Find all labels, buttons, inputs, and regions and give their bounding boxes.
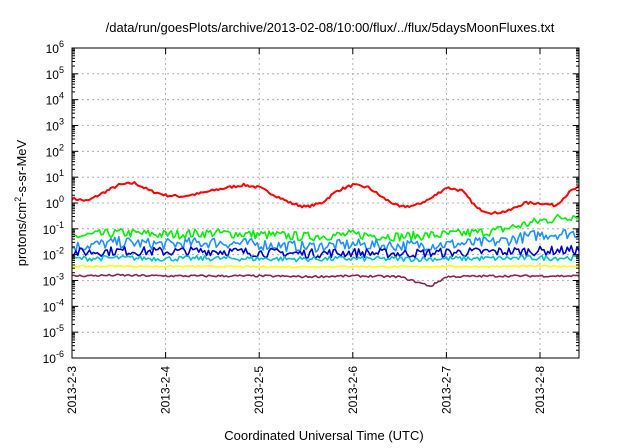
series-line — [71, 254, 580, 263]
y-tick-base: 10 — [46, 68, 60, 82]
y-tick-exponent: 0 — [59, 194, 64, 204]
y-tick-label: 106 — [46, 39, 64, 56]
y-tick-label: 10-4 — [43, 297, 64, 314]
y-tick-base: 10 — [46, 42, 60, 56]
y-tick-exponent: 3 — [59, 117, 64, 127]
y-tick-exponent: -2 — [56, 246, 64, 256]
y-tick-base: 10 — [46, 145, 60, 159]
y-axis: 10-610-510-410-310-210-11001011021031041… — [43, 39, 579, 366]
y-tick-exponent: 5 — [59, 65, 64, 75]
y-tick-exponent: 1 — [59, 168, 64, 178]
y-tick-exponent: 6 — [59, 39, 64, 49]
x-tick-label: 2013-2-7 — [439, 366, 453, 414]
y-axis-label-part: protons/cm — [14, 202, 29, 266]
y-tick-exponent: -5 — [56, 323, 64, 333]
chart-title: /data/run/goesPlots/archive/2013-02-08/1… — [106, 20, 555, 35]
y-tick-base: 10 — [46, 94, 60, 108]
y-tick-base: 10 — [43, 223, 57, 237]
y-tick-label: 103 — [46, 117, 64, 134]
y-tick-base: 10 — [46, 197, 60, 211]
y-tick-label: 10-2 — [43, 246, 64, 263]
series-line — [71, 229, 580, 253]
y-tick-base: 10 — [43, 275, 57, 289]
y-tick-label: 105 — [46, 65, 64, 82]
y-tick-label: 102 — [46, 142, 64, 159]
y-tick-exponent: 4 — [59, 91, 64, 101]
y-tick-exponent: -1 — [56, 220, 64, 230]
series-group — [71, 181, 580, 288]
series-line — [71, 181, 580, 215]
y-tick-label: 10-6 — [43, 349, 64, 366]
y-tick-exponent: 2 — [59, 142, 64, 152]
y-tick-base: 10 — [46, 120, 60, 134]
x-axis: 2013-2-3 2013-2-4 2013-2-5 2013-2-6 2013-2-7… — [65, 48, 547, 414]
grid-lines — [71, 48, 579, 358]
series-line — [71, 245, 580, 259]
y-tick-base: 10 — [43, 326, 57, 340]
y-tick-base: 10 — [43, 352, 57, 366]
x-tick-label: 2013-2-4 — [159, 366, 173, 414]
x-tick-label: 2013-2-6 — [346, 366, 360, 414]
y-tick-base: 10 — [43, 300, 57, 314]
series-line — [71, 264, 580, 269]
y-axis-label: protons/cm2-s-sr-MeV — [13, 139, 29, 266]
y-tick-label: 100 — [46, 194, 64, 211]
series-line — [72, 273, 580, 288]
y-tick-label: 10-3 — [43, 272, 64, 289]
x-axis-label: Coordinated Universal Time (UTC) — [224, 428, 423, 443]
y-axis-label-sup: 2 — [13, 197, 23, 202]
y-tick-base: 10 — [43, 249, 57, 263]
x-tick-label: 2013-2-3 — [65, 366, 79, 414]
y-axis-label-part: -s-sr-MeV — [14, 139, 29, 196]
y-tick-base: 10 — [46, 171, 60, 185]
series-line — [71, 213, 580, 242]
y-tick-label: 10-5 — [43, 323, 64, 340]
y-tick-label: 101 — [46, 168, 64, 185]
y-tick-label: 10-1 — [43, 220, 64, 237]
y-tick-exponent: -4 — [56, 297, 64, 307]
x-tick-label: 2013-2-5 — [252, 366, 266, 414]
y-tick-label: 104 — [46, 91, 64, 108]
y-tick-exponent: -3 — [56, 272, 64, 282]
x-tick-label: 2013-2-8 — [533, 366, 547, 414]
y-tick-exponent: -6 — [56, 349, 64, 359]
